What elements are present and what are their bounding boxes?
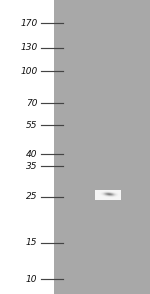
Text: 170: 170 <box>20 19 38 28</box>
Bar <box>54 0 150 294</box>
Text: 15: 15 <box>26 238 38 247</box>
Text: 55: 55 <box>26 121 38 130</box>
Text: 35: 35 <box>26 162 38 171</box>
Text: 25: 25 <box>26 192 38 201</box>
Text: 130: 130 <box>20 43 38 52</box>
Bar <box>0 0 54 294</box>
Text: 100: 100 <box>20 67 38 76</box>
Text: 40: 40 <box>26 150 38 158</box>
Text: 70: 70 <box>26 99 38 108</box>
Text: 10: 10 <box>26 275 38 284</box>
